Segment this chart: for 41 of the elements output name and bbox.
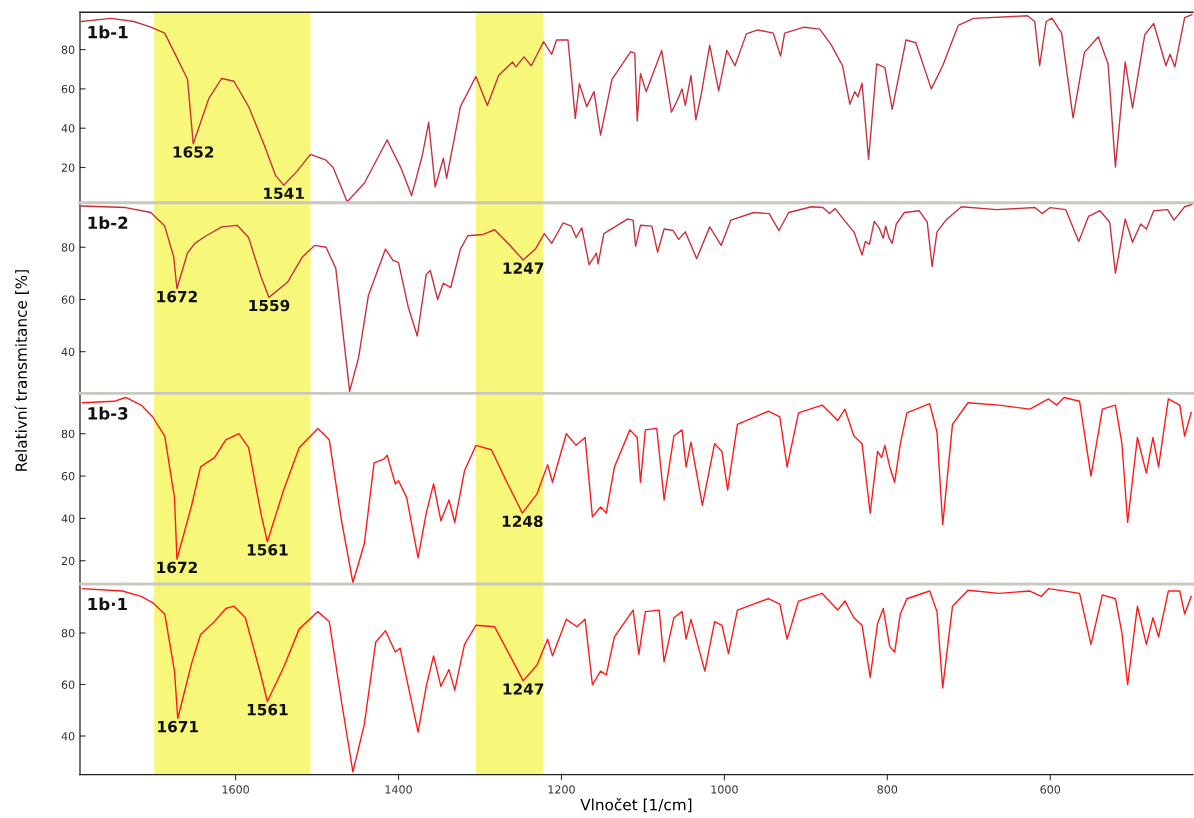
annotation: 1b·1 <box>88 597 127 611</box>
x-tick-label: 1600 <box>222 785 249 794</box>
x-tick-label: 1200 <box>548 785 575 794</box>
y-tick-label: 80 <box>61 243 75 252</box>
y-tick-label: 80 <box>61 628 75 638</box>
y-tick-label: 40 <box>61 124 75 133</box>
y-tick-label: 40 <box>61 731 75 741</box>
y-tick-label: 20 <box>61 163 75 172</box>
annotation: 1652 <box>173 146 214 158</box>
line-series <box>81 396 1192 584</box>
y-tick-label: 80 <box>61 429 75 439</box>
annotation: 1541 <box>264 187 304 200</box>
y-axis-title: Relativní transmitance [%] <box>14 270 29 471</box>
annotation: 1559 <box>249 299 290 312</box>
x-tick-label: 600 <box>1040 785 1061 794</box>
x-axis-title: Vlnočet [1/cm] <box>580 797 692 813</box>
line-series <box>80 203 1193 393</box>
y-tick-label: 40 <box>61 347 75 357</box>
y-tick-label: 40 <box>61 514 75 523</box>
y-tick-label: 60 <box>61 84 75 94</box>
annotation: 1672 <box>157 290 197 303</box>
y-tick-label: 60 <box>61 680 75 689</box>
annotation: 1248 <box>502 515 543 528</box>
annotation: 1672 <box>157 561 197 574</box>
annotation: 1b-1 <box>88 25 128 39</box>
x-tick-label: 800 <box>877 785 898 794</box>
annotation: 1b-3 <box>88 406 128 420</box>
line-series <box>81 587 1192 773</box>
annotation: 1247 <box>503 683 544 695</box>
line-series <box>80 13 1193 203</box>
y-tick-label: 60 <box>61 295 75 304</box>
y-tick-label: 80 <box>61 45 75 54</box>
y-tick-label: 60 <box>61 472 75 481</box>
x-tick-label: 1000 <box>711 785 738 794</box>
y-tick-label: 20 <box>61 556 75 566</box>
annotation: 1561 <box>247 703 288 716</box>
annotation: 1671 <box>158 720 198 733</box>
annotation: 1247 <box>503 262 544 274</box>
x-tick-label: 1400 <box>385 785 412 794</box>
annotation: 1b-2 <box>88 216 128 230</box>
annotation: 1561 <box>247 544 288 556</box>
